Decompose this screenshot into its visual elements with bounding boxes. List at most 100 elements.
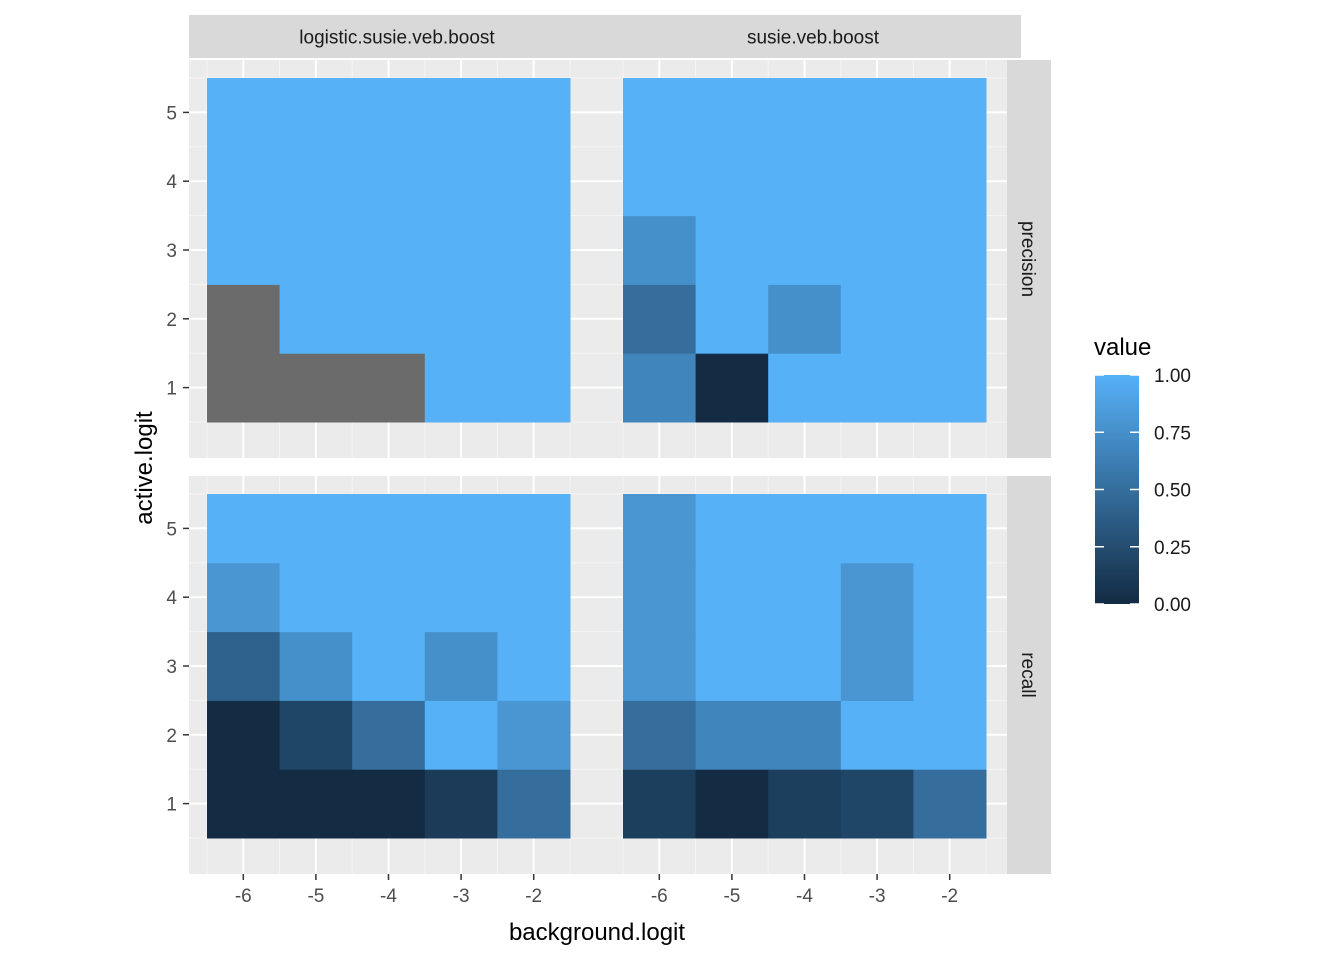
- y-tick-label: 3: [166, 241, 177, 262]
- y-tick-label: 5: [166, 519, 177, 540]
- x-tick-label: -5: [723, 886, 740, 907]
- heatmap-tile: [279, 284, 353, 354]
- facet-strip-label: recall: [1017, 652, 1038, 697]
- heatmap-tile: [768, 78, 842, 148]
- heatmap-tile: [352, 146, 426, 217]
- panel-1-0: [605, 60, 1021, 458]
- x-tick-label: -4: [380, 886, 397, 907]
- heatmap-tile: [497, 146, 571, 217]
- heatmap-tile: [913, 631, 987, 701]
- heatmap-tile: [623, 631, 697, 701]
- x-axis-title: background.logit: [509, 919, 685, 946]
- heatmap-tile: [840, 631, 914, 701]
- legend-title: value: [1094, 334, 1151, 361]
- x-tick-label: -3: [869, 886, 886, 907]
- heatmap-tile: [695, 700, 769, 770]
- y-tick-label: 5: [166, 103, 177, 124]
- heatmap-tile: [352, 562, 426, 633]
- y-tick-label: 4: [166, 588, 177, 609]
- y-tick-label: 2: [166, 726, 177, 747]
- legend: value 0.00 0.25 0.50 0.75 1.00: [1094, 334, 1191, 616]
- heatmap-tile: [279, 353, 353, 423]
- heatmap-tile: [695, 284, 769, 354]
- heatmap-tile: [207, 769, 281, 839]
- heatmap-tile: [424, 631, 498, 701]
- heatmap-tile: [913, 78, 987, 148]
- heatmap-tile: [207, 631, 281, 701]
- y-axis-title: active.logit: [131, 411, 158, 525]
- heatmap-tile: [695, 78, 769, 148]
- heatmap-tile: [207, 78, 281, 148]
- panel-0-1: [189, 476, 605, 874]
- strips-layer: logistic.susie.veb.boost susie.veb.boost p…: [189, 15, 1051, 874]
- heatmap-tile: [207, 284, 281, 354]
- heatmap-tile: [279, 562, 353, 633]
- heatmap-tile: [913, 146, 987, 217]
- heatmap-tile: [424, 700, 498, 770]
- heatmap-tile: [497, 78, 571, 148]
- heatmap-tile: [279, 769, 353, 839]
- legend-tick-label: 0.25: [1154, 538, 1191, 559]
- heatmap-tile: [913, 494, 987, 564]
- heatmap-tile: [695, 769, 769, 839]
- heatmap-tile: [497, 700, 571, 770]
- heatmap-tile: [840, 215, 914, 285]
- heatmap-tile: [352, 631, 426, 701]
- x-tick-label: -2: [525, 886, 542, 907]
- heatmap-tile: [424, 146, 498, 217]
- heatmap-tile: [623, 562, 697, 633]
- heatmap-tile: [279, 146, 353, 217]
- heatmap-tile: [695, 494, 769, 564]
- heatmap-tile: [207, 146, 281, 217]
- heatmap-tile: [768, 284, 842, 354]
- heatmap-tile: [913, 284, 987, 354]
- heatmap-tile: [623, 700, 697, 770]
- heatmap-tile: [352, 215, 426, 285]
- heatmap-tile: [768, 562, 842, 633]
- panels-layer: [189, 60, 1021, 874]
- heatmap-tile: [207, 215, 281, 285]
- heatmap-tile: [207, 353, 281, 423]
- heatmap-tile: [768, 494, 842, 564]
- heatmap-tile: [207, 700, 281, 770]
- heatmap-tile: [352, 284, 426, 354]
- heatmap-tile: [913, 769, 987, 839]
- heatmap-tile: [424, 494, 498, 564]
- y-tick-label: 1: [166, 379, 177, 400]
- facet-strip-label: susie.veb.boost: [747, 28, 880, 49]
- heatmap-tile: [497, 353, 571, 423]
- heatmap-tile: [497, 494, 571, 564]
- legend-tick-label: 0.00: [1154, 595, 1191, 616]
- heatmap-tile: [768, 631, 842, 701]
- heatmap-tile: [768, 215, 842, 285]
- heatmap-tile: [913, 700, 987, 770]
- heatmap-tile: [840, 353, 914, 423]
- heatmap-tile: [424, 562, 498, 633]
- facet-strip-label: precision: [1017, 221, 1038, 297]
- heatmap-tile: [497, 284, 571, 354]
- heatmap-tile: [840, 562, 914, 633]
- heatmap-tile: [207, 562, 281, 633]
- heatmap-tile: [424, 769, 498, 839]
- heatmap-tile: [207, 494, 281, 564]
- heatmap-tile: [695, 146, 769, 217]
- facet-strip-top: [189, 15, 605, 58]
- facet-strip-top: [605, 15, 1021, 58]
- heatmap-tile: [768, 353, 842, 423]
- heatmap-tile: [623, 494, 697, 564]
- heatmap-tile: [279, 631, 353, 701]
- x-tick-label: -6: [235, 886, 252, 907]
- facet-strip-right: [1007, 476, 1051, 874]
- y-tick-label: 3: [166, 657, 177, 678]
- heatmap-tile: [497, 631, 571, 701]
- heatmap-tile: [352, 78, 426, 148]
- heatmap-tile: [768, 700, 842, 770]
- facet-strip-right: [1007, 60, 1051, 458]
- heatmap-tile: [695, 353, 769, 423]
- heatmap-tile: [352, 353, 426, 423]
- heatmap-tile: [913, 215, 987, 285]
- heatmap-tile: [279, 78, 353, 148]
- heatmap-tile: [840, 78, 914, 148]
- heatmap-tile: [695, 631, 769, 701]
